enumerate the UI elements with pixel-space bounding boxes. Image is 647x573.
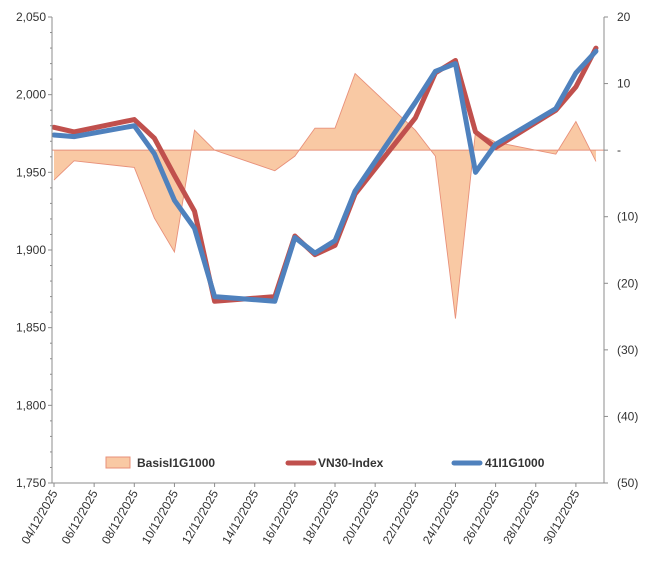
legend-label-41i1g1000: 41I1G1000 [485,456,545,470]
right-axis-tick-label: 20 [617,10,631,24]
basis-area [54,73,596,319]
left-axis-tick-label: 1,950 [16,165,46,179]
right-axis-tick-label: (50) [617,476,638,490]
legend-swatch-basis [105,456,131,469]
left-axis-tick-label: 2,050 [16,10,46,24]
right-axis-tick-label: (30) [617,343,638,357]
left-axis-tick-label: 1,900 [16,243,46,257]
right-axis-tick-label: (20) [617,276,638,290]
legend-label-vn30: VN30-Index [318,456,384,470]
right-axis-tick-label: (10) [617,210,638,224]
left-axis-tick-label: 2,000 [16,88,46,102]
basis-area-outline [53,72,597,319]
left-axis-tick-label: 1,800 [16,398,46,412]
left-axis-tick-label: 1,750 [16,476,46,490]
right-axis-tick-label: 10 [617,77,631,91]
left-axis-tick-label: 1,850 [16,321,46,335]
legend-label-basis: BasisI1G1000 [137,456,215,470]
right-axis-tick-label: (40) [617,409,638,423]
right-axis-tick-label: - [617,143,621,157]
41i1g1000-line [51,48,599,304]
